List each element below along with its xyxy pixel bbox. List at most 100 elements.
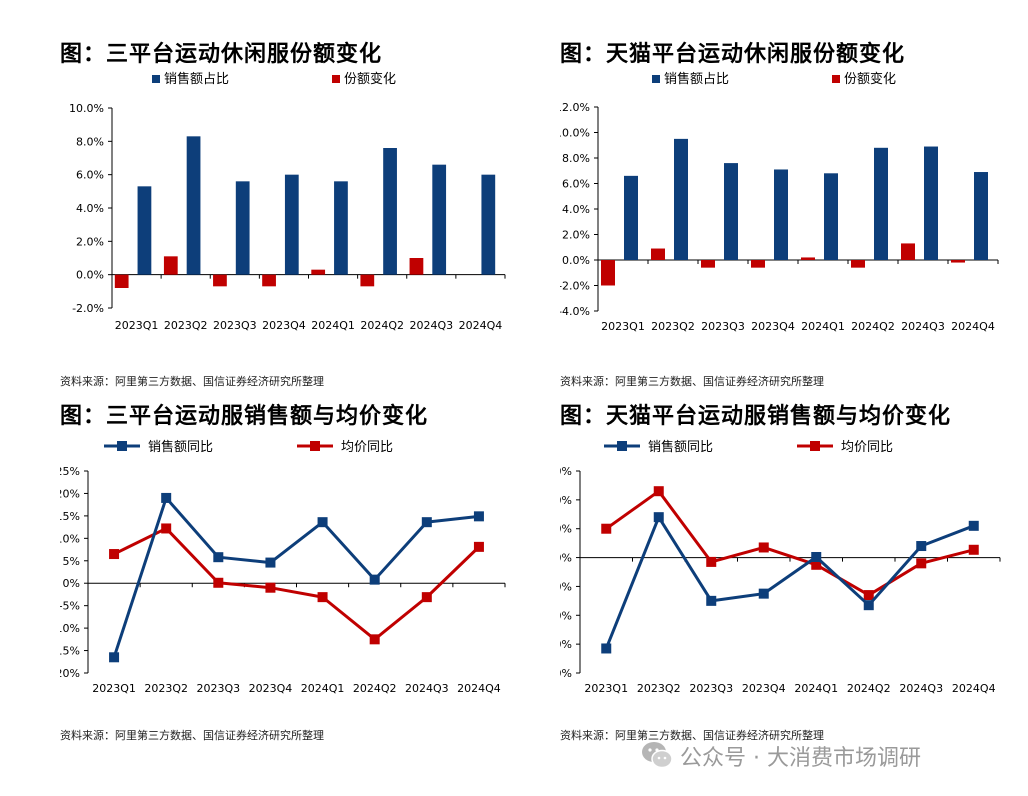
data-point	[109, 652, 120, 663]
bar	[924, 146, 938, 260]
y-tick-label: 6.0%	[76, 169, 104, 182]
data-point	[968, 520, 979, 531]
y-tick-label: -15%	[60, 645, 80, 658]
chart-panel-4: 图：天猫平台运动服销售额与均价变化 销售额同比 均价同比 -40% -30% -20% -…	[560, 398, 1010, 744]
x-tick-label: 2023Q1	[601, 320, 645, 333]
legend-label: 销售额同比	[148, 439, 213, 455]
y-tick-label: -5%	[60, 600, 80, 613]
bar	[724, 163, 738, 260]
bar	[601, 260, 615, 286]
legend-label: 销售额占比	[664, 71, 729, 87]
chart-2-svg: 销售额占比 份额变化 -4.0% -2.0% 0.0% 2.0% 4.0% 6.0% 8.0% 1…	[560, 71, 999, 333]
legend-label: 份额变化	[844, 71, 896, 87]
x-tick-label: 2024Q2	[851, 320, 895, 333]
x-tick-label: 2024Q4	[459, 319, 503, 332]
legend-label: 销售额占比	[164, 71, 229, 87]
bar	[851, 260, 865, 268]
bar	[874, 147, 888, 260]
y-tick-label: -30%	[560, 638, 572, 651]
x-tick-label: 2023Q2	[164, 319, 208, 332]
bar	[137, 186, 152, 275]
x-tick-label: 2024Q3	[409, 319, 453, 332]
data-point	[653, 512, 664, 523]
data-point	[161, 492, 172, 503]
y-tick-label: 12.0%	[560, 101, 590, 114]
y-tick-label: 5%	[63, 555, 80, 568]
y-tick-label: 8.0%	[76, 135, 104, 148]
y-tick-label: -20%	[560, 609, 572, 622]
y-tick-label: 10.0%	[69, 102, 104, 115]
bar	[751, 260, 765, 268]
x-tick-label: 2024Q2	[360, 319, 404, 332]
bar	[213, 274, 227, 287]
bar	[824, 173, 838, 260]
y-tick-label: -10%	[60, 622, 80, 635]
bar	[235, 181, 250, 275]
series-line	[604, 515, 975, 650]
wechat-logo-icon	[642, 742, 673, 769]
x-tick-label: 2024Q2	[847, 682, 891, 695]
chart-4-svg: 销售额同比 均价同比 -40% -30% -20% -10% 0% 10% 20% 30% 2023…	[560, 439, 1001, 695]
bar	[951, 260, 965, 263]
bar	[624, 175, 638, 260]
source-note: 资料来源：阿里第三方数据、国信证券经济研究所整理	[60, 729, 324, 742]
data-point	[758, 542, 769, 553]
data-point	[758, 588, 769, 599]
y-tick-label: 20%	[560, 494, 572, 507]
chart-1-svg: 销售额占比 份额变化 -2.0% 0.0% 2.0% 4.0% 6.0% 8.0% 10.0% 2…	[69, 71, 506, 332]
x-tick-label: 2023Q4	[742, 682, 786, 695]
data-point	[601, 643, 612, 654]
data-point	[369, 574, 380, 585]
data-point	[968, 544, 979, 555]
data-point	[109, 549, 120, 560]
legend-label: 均价同比	[341, 440, 393, 455]
y-tick-label: 10%	[560, 523, 572, 536]
bar	[311, 269, 326, 275]
bar	[481, 174, 496, 275]
y-tick-label: -40%	[560, 667, 572, 680]
x-tick-label: 2024Q3	[901, 320, 945, 333]
data-point	[653, 486, 664, 497]
y-tick-label: 0%	[560, 552, 572, 565]
chart-title: 图：三平台运动服销售额与均价变化	[60, 404, 429, 429]
x-tick-label: 2023Q3	[689, 682, 733, 695]
y-tick-label: 15%	[60, 510, 80, 523]
legend-marker	[117, 441, 127, 451]
data-point	[421, 517, 432, 528]
bar	[409, 258, 424, 275]
legend-swatch	[332, 75, 340, 83]
x-tick-label: 2024Q4	[951, 320, 995, 333]
bar	[360, 274, 375, 287]
x-tick-label: 2024Q1	[801, 320, 845, 333]
y-tick-label: 10%	[60, 532, 80, 545]
legend-swatch	[832, 75, 840, 83]
y-tick-label: 25%	[60, 465, 80, 478]
y-tick-label: 30%	[560, 465, 572, 478]
y-tick-label: -2.0%	[72, 302, 104, 315]
y-tick-label: 0.0%	[562, 254, 590, 267]
legend-label: 份额变化	[344, 71, 396, 87]
watermark-text: 公众号 · 大消费市场调研	[680, 746, 921, 771]
x-tick-label: 2023Q4	[751, 320, 795, 333]
x-tick-label: 2024Q1	[311, 319, 355, 332]
data-point	[706, 556, 717, 567]
x-tick-label: 2024Q1	[794, 682, 838, 695]
x-tick-label: 2023Q3	[196, 682, 240, 695]
x-tick-label: 2024Q3	[405, 682, 449, 695]
data-point	[265, 582, 276, 593]
chart-title: 图：天猫平台运动休闲服份额变化	[560, 42, 906, 67]
x-tick-label: 2023Q3	[701, 320, 745, 333]
data-point	[213, 577, 224, 588]
chart-panel-2: 图：天猫平台运动休闲服份额变化 销售额占比 份额变化 -4.0% -2.0% 0.0% 2…	[560, 36, 1010, 390]
chart-panel-1: 图：三平台运动休闲服份额变化 销售额占比 份额变化 -2.0% 0.0% 2.0% 4.0…	[60, 36, 510, 390]
x-tick-label: 2023Q1	[584, 682, 628, 695]
bar	[284, 174, 299, 275]
data-point	[317, 517, 328, 528]
y-tick-label: 0%	[63, 577, 80, 590]
source-note: 资料来源：阿里第三方数据、国信证券经济研究所整理	[560, 375, 824, 388]
series-line	[113, 526, 480, 641]
data-point	[161, 523, 172, 534]
x-tick-label: 2024Q3	[899, 682, 943, 695]
legend-marker	[310, 441, 320, 451]
y-tick-label: 4.0%	[562, 203, 590, 216]
